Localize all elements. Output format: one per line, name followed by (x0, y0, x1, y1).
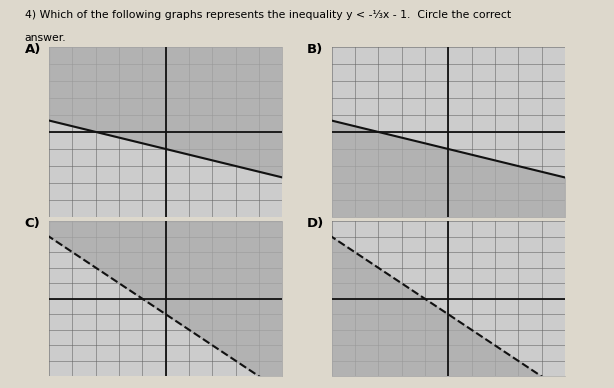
Text: C): C) (25, 217, 41, 230)
Text: D): D) (307, 217, 324, 230)
Text: A): A) (25, 43, 41, 56)
Text: B): B) (307, 43, 323, 56)
Text: answer.: answer. (25, 33, 66, 43)
Text: 4) Which of the following graphs represents the inequality y < -¹⁄₃x - 1.  Circl: 4) Which of the following graphs represe… (25, 10, 511, 20)
